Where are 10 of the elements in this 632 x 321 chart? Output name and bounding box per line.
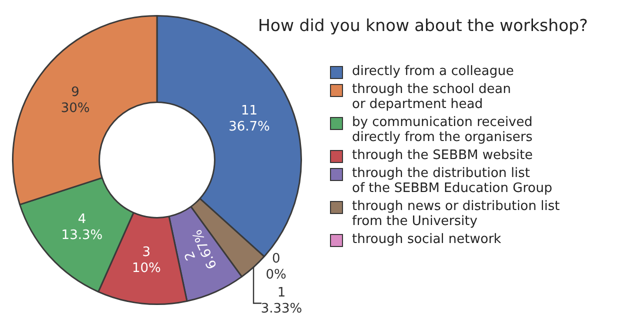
legend-label: through social network	[352, 232, 502, 247]
legend-label: through the SEBBM website	[352, 148, 533, 163]
text: 0 0%	[266, 252, 286, 283]
data-label: 4 13.3%	[61, 212, 103, 243]
legend-label: directly from a colleague	[352, 64, 514, 79]
data-label: 11 36.7%	[228, 103, 270, 134]
data-label: 1 3.33%	[260, 286, 302, 317]
chart-title: How did you know about the workshop?	[258, 16, 588, 35]
data-label: 3 10%	[132, 244, 161, 276]
data-label: 9 30%	[60, 85, 90, 116]
